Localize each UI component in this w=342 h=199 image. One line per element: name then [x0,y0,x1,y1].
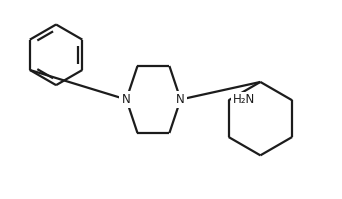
Text: N: N [122,93,131,106]
Text: N: N [176,93,185,106]
Text: H₂N: H₂N [232,93,255,106]
